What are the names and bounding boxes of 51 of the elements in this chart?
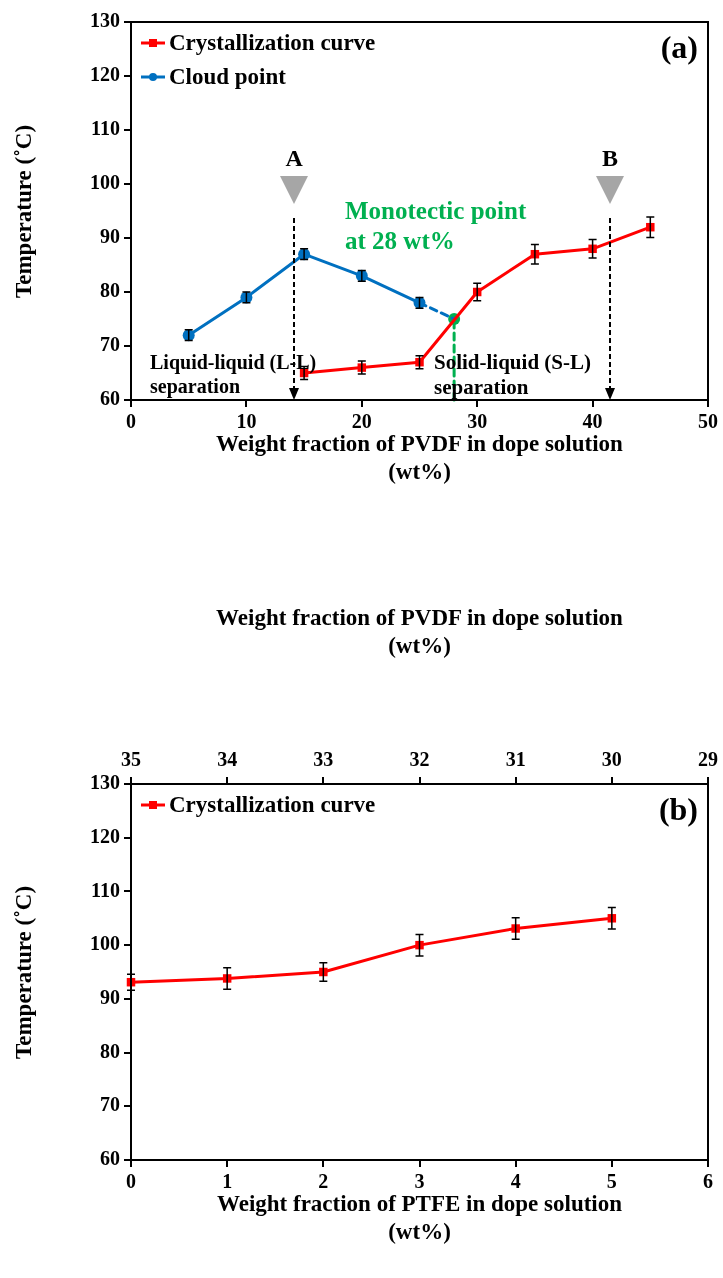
x2-tick-label: 29 — [698, 748, 718, 771]
annotation: Liquid-liquid (L-L) separation — [150, 350, 318, 398]
annotation: A — [285, 143, 303, 173]
legend-label: Cloud point — [169, 64, 286, 90]
x-axis-title: Weight fraction of PTFE in dope solution (wt%) — [215, 1190, 624, 1246]
x2-tick-label: 33 — [313, 748, 334, 771]
y-tick-label: 80 — [100, 279, 120, 302]
y-tick-label: 60 — [100, 1147, 120, 1170]
y-tick-label: 70 — [100, 333, 120, 356]
x2-tick-label: 34 — [217, 748, 238, 771]
y-tick-label: 80 — [100, 1039, 120, 1062]
legend-label: Crystallization curve — [169, 792, 376, 818]
x-tick-label: 6 — [703, 1170, 713, 1193]
y-tick-label: 100 — [90, 171, 120, 194]
annotation: B — [602, 143, 619, 173]
x-tick-label: 30 — [467, 410, 488, 433]
x2-tick-label: 30 — [601, 748, 622, 771]
annotation: Solid-liquid (S-L) separation — [434, 350, 592, 401]
x-tick-label: 40 — [582, 410, 603, 433]
annotation: (a) — [660, 28, 698, 67]
x-tick-label: 0 — [126, 1170, 136, 1193]
y-tick-label: 130 — [90, 771, 120, 794]
x-tick-label: 3 — [414, 1170, 425, 1193]
legend-label: Crystallization curve — [169, 30, 376, 56]
y-tick-label: 110 — [91, 878, 120, 901]
x-tick-label: 20 — [351, 410, 372, 433]
x2-tick-label: 35 — [121, 748, 141, 771]
x2-tick-label: 32 — [409, 748, 430, 771]
x2-tick-label: 31 — [505, 748, 526, 771]
y-axis-title: Temperature (˚C) — [10, 885, 37, 1059]
x-axis-title: Weight fraction of PVDF in dope solution (wt%) — [215, 430, 624, 486]
y-tick-label: 110 — [91, 117, 120, 140]
y-tick-label: 100 — [90, 932, 120, 955]
y-tick-label: 70 — [100, 1093, 120, 1116]
y-tick-label: 120 — [90, 63, 120, 86]
y-axis-title: Temperature (˚C) — [10, 124, 37, 298]
y-tick-label: 90 — [100, 986, 120, 1009]
y-tick-label: 130 — [90, 9, 120, 32]
x-tick-label: 4 — [510, 1170, 521, 1193]
annotation: (b) — [658, 790, 698, 829]
x2-axis-title: Weight fraction of PVDF in dope solution (wt%) — [215, 604, 624, 660]
y-tick-label: 90 — [100, 225, 120, 248]
x-tick-label: 2 — [318, 1170, 329, 1193]
x-tick-label: 10 — [236, 410, 257, 433]
annotation: Monotectic point at 28 wt% — [345, 196, 528, 256]
x-tick-label: 0 — [126, 410, 136, 433]
y-tick-label: 60 — [100, 387, 120, 410]
x-tick-label: 50 — [698, 410, 718, 433]
y-tick-label: 120 — [90, 824, 120, 847]
x-tick-label: 5 — [606, 1170, 617, 1193]
x-tick-label: 1 — [222, 1170, 233, 1193]
